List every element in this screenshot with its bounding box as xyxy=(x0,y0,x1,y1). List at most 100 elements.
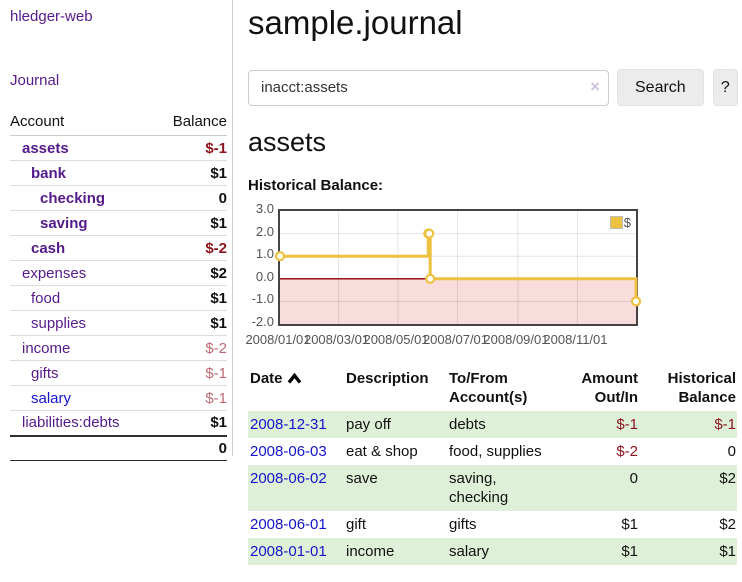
account-row: income $-2 xyxy=(10,335,227,361)
accounts-total-row: 0 xyxy=(10,434,227,461)
transaction-description: pay off xyxy=(346,416,391,433)
accounts-table: Account Balance assets $-1 bank $1 checking 0… xyxy=(10,110,227,461)
account-heading: assets xyxy=(248,127,327,157)
account-row: saving $1 xyxy=(10,210,227,236)
transaction-amount: $1 xyxy=(621,516,638,533)
x-axis-tick-label: 2008/05/01 xyxy=(363,332,429,347)
account-balance: $-1 xyxy=(155,135,227,161)
transaction-historical-balance: $-1 xyxy=(714,416,736,433)
transaction-date-link[interactable]: 2008-06-03 xyxy=(250,443,327,460)
data-point-marker xyxy=(424,228,435,239)
account-link-gifts[interactable]: gifts xyxy=(31,364,59,382)
transaction-date-link[interactable]: 2008-06-01 xyxy=(250,516,327,533)
account-link-liabilities-debts[interactable]: liabilities:debts xyxy=(22,414,120,432)
data-point-marker xyxy=(425,273,436,284)
transaction-amount: $1 xyxy=(621,543,638,560)
sidebar: hledger-web Journal Account Balance asse… xyxy=(0,0,233,461)
help-button[interactable]: ? xyxy=(712,69,738,106)
chart-legend: $ xyxy=(609,215,631,230)
main-content: sample.journal × Search ? assets Histori… xyxy=(245,0,738,565)
transaction-row[interactable]: 2008-06-02 save saving, checking 0 $2 xyxy=(248,465,737,511)
account-row: checking 0 xyxy=(10,185,227,211)
transaction-row[interactable]: 2008-12-31 pay off debts $-1 $-1 xyxy=(248,411,737,438)
transaction-date-link[interactable]: 2008-12-31 xyxy=(250,416,327,433)
account-row: bank $1 xyxy=(10,160,227,186)
sort-ascending-icon xyxy=(287,371,302,388)
transaction-accounts: food, supplies xyxy=(449,443,542,460)
account-link-income[interactable]: income xyxy=(22,339,71,357)
brand-link[interactable]: hledger-web xyxy=(10,8,93,25)
transaction-date-link[interactable]: 2008-06-02 xyxy=(250,470,327,487)
transaction-amount: 0 xyxy=(629,470,638,487)
txn-col-date[interactable]: Date xyxy=(248,367,344,411)
account-row: salary $-1 xyxy=(10,385,227,411)
transaction-row[interactable]: 2008-01-01 income salary $1 $1 xyxy=(248,538,737,565)
txn-col-historical: Historical Balance xyxy=(667,370,736,406)
x-axis-tick-label: 2008/07/01 xyxy=(422,332,489,347)
transaction-historical-balance: $1 xyxy=(719,543,736,560)
transaction-accounts: saving, checking xyxy=(449,470,509,506)
account-row: supplies $1 xyxy=(10,310,227,336)
account-balance: $1 xyxy=(155,210,227,236)
account-link-saving[interactable]: saving xyxy=(40,214,88,232)
txn-col-tofrom: To/From Account(s) xyxy=(449,370,528,406)
account-link-bank[interactable]: bank xyxy=(31,164,67,182)
account-balance: $-1 xyxy=(155,385,227,411)
search-form: × Search ? xyxy=(248,69,738,106)
accounts-col-account: Account xyxy=(10,110,156,136)
transaction-accounts: debts xyxy=(449,416,486,433)
account-link-cash[interactable]: cash xyxy=(31,239,66,257)
account-balance: 0 xyxy=(155,185,227,211)
historical-balance-chart: $ 3.0 2.0 1.0 0.0 -1.0 -2.0 2008/01/01 2008/03/… xyxy=(245,201,738,348)
account-row: liabilities:debts $1 xyxy=(10,410,227,436)
account-balance: $1 xyxy=(155,285,227,311)
account-link-food[interactable]: food xyxy=(31,289,61,307)
accounts-col-balance: Balance xyxy=(155,110,227,136)
transaction-row[interactable]: 2008-06-03 eat & shop food, supplies $-2 0 xyxy=(248,438,737,465)
transaction-accounts: gifts xyxy=(449,516,477,533)
sidebar-item-journal[interactable]: Journal xyxy=(10,72,60,89)
chart-negative-region xyxy=(280,278,636,324)
legend-label: $ xyxy=(623,215,631,230)
account-balance: $-2 xyxy=(155,335,227,361)
transaction-amount: $-2 xyxy=(616,443,638,460)
account-link-salary[interactable]: salary xyxy=(31,389,72,407)
account-link-assets[interactable]: assets xyxy=(22,139,69,157)
transaction-description: gift xyxy=(346,516,367,533)
account-link-supplies[interactable]: supplies xyxy=(31,314,87,332)
y-axis-tick-label: -1.0 xyxy=(251,291,274,307)
account-link-expenses[interactable]: expenses xyxy=(22,264,87,282)
account-balance: $1 xyxy=(155,310,227,336)
account-row: assets $-1 xyxy=(10,135,227,161)
x-axis-tick-label: 2008/01/01 xyxy=(245,332,311,347)
y-axis-tick-label: 1.0 xyxy=(255,246,274,262)
account-row: cash $-2 xyxy=(10,235,227,261)
transaction-historical-balance: $2 xyxy=(719,516,736,533)
legend-swatch-icon xyxy=(609,216,623,229)
page-title: sample.journal xyxy=(248,4,463,41)
data-point-marker xyxy=(274,251,286,262)
transaction-historical-balance: $2 xyxy=(719,470,736,487)
search-input[interactable] xyxy=(248,69,609,106)
transaction-row[interactable]: 2008-06-01 gift gifts $1 $2 xyxy=(248,511,737,538)
transaction-description: save xyxy=(346,470,378,487)
account-row: expenses $2 xyxy=(10,260,227,286)
transaction-date-link[interactable]: 2008-01-01 xyxy=(250,543,327,560)
account-balance: $2 xyxy=(155,260,227,286)
account-balance: $1 xyxy=(155,410,227,436)
data-point-marker xyxy=(630,296,642,307)
x-axis-tick-label: 2008/09/01 xyxy=(483,332,549,347)
account-balance: $1 xyxy=(155,160,227,186)
transaction-amount: $-1 xyxy=(616,416,638,433)
y-axis-tick-label: 0.0 xyxy=(255,268,274,284)
transaction-historical-balance: 0 xyxy=(727,443,736,460)
account-row: food $1 xyxy=(10,285,227,311)
txn-col-description: Description xyxy=(346,370,429,387)
clear-search-icon[interactable]: × xyxy=(590,76,600,96)
search-button[interactable]: Search xyxy=(617,69,704,106)
account-link-checking[interactable]: checking xyxy=(40,189,106,207)
transactions-table: Date Description To/From Account(s) Amou… xyxy=(248,367,737,565)
account-balance: $-1 xyxy=(155,360,227,386)
x-axis-tick-label: 2008/11/01 xyxy=(543,332,608,347)
txn-col-amount: Amount Out/In xyxy=(581,370,638,406)
